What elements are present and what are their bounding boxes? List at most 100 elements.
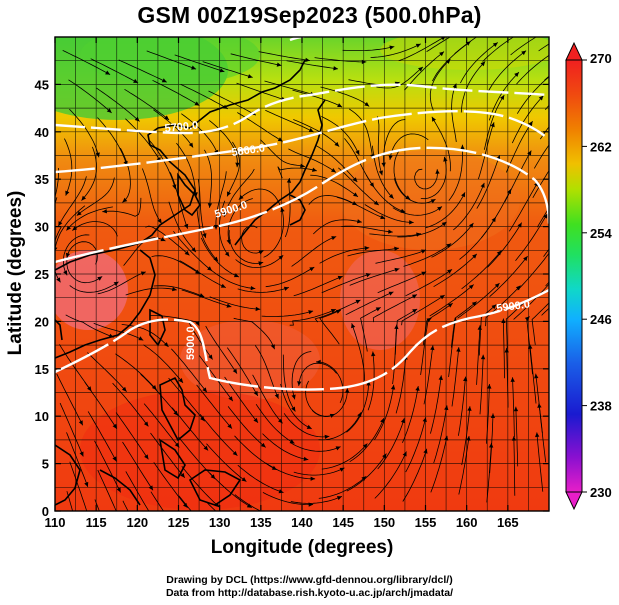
streamline — [226, 141, 240, 197]
streamline — [448, 317, 457, 378]
streamline — [314, 57, 367, 63]
streamline — [62, 50, 111, 75]
streamline — [264, 80, 316, 96]
x-tick-label: 130 — [209, 515, 231, 530]
streamline-arrow — [306, 424, 312, 429]
streamline-arrow — [466, 436, 471, 441]
streamline-arrow — [194, 101, 200, 106]
streamline — [219, 200, 230, 257]
streamline — [69, 108, 100, 158]
streamline-arrow — [258, 261, 264, 266]
colorbar-label: 238 — [590, 399, 612, 414]
streamline — [429, 284, 474, 317]
streamline-arrow — [227, 191, 231, 197]
streamline-arrow — [439, 51, 445, 57]
streamline — [289, 308, 336, 326]
streamline — [319, 247, 370, 264]
streamline — [393, 148, 411, 200]
streamline-arrow — [584, 49, 589, 53]
streamline — [346, 453, 387, 492]
streamline — [314, 299, 361, 323]
streamline — [450, 301, 477, 348]
x-tick-label: 135 — [250, 515, 272, 530]
streamline — [55, 205, 86, 252]
credit-drawing: Drawing by DCL (https://www.gfd-dennou.o… — [166, 574, 453, 586]
streamline-arrow — [228, 396, 233, 402]
streamline — [461, 406, 471, 466]
streamline-arrow — [278, 489, 284, 494]
streamline-arrow — [335, 446, 341, 451]
streamline-arrow — [171, 286, 177, 292]
streamline — [66, 256, 103, 284]
streamline-arrow — [444, 405, 449, 411]
height-contours — [55, 37, 549, 391]
contour-label-5900-east: 5900.0 — [496, 298, 531, 315]
streamline — [150, 491, 164, 511]
streamline-arrow — [286, 178, 292, 183]
streamline-arrow — [303, 456, 309, 461]
streamline-arrow — [514, 72, 519, 77]
streamline — [176, 142, 197, 198]
streamline-arrow — [232, 368, 238, 374]
streamline — [293, 275, 343, 297]
streamline — [262, 492, 314, 506]
streamline-arrow — [528, 121, 533, 127]
streamline — [538, 43, 549, 52]
streamline-arrow — [409, 220, 414, 225]
streamline-arrow — [214, 502, 220, 508]
streamline — [293, 467, 345, 476]
streamline-arrow — [456, 347, 461, 352]
streamline-arrow — [364, 101, 370, 107]
streamline — [209, 472, 253, 509]
streamline — [277, 166, 317, 179]
streamline-arrow — [504, 347, 509, 353]
streamline-arrow — [118, 518, 122, 523]
streamline — [90, 58, 139, 84]
streamline-arrow — [258, 250, 264, 255]
streamline — [122, 441, 154, 491]
streamline-arrow — [283, 286, 289, 291]
streamline-arrow — [247, 74, 253, 79]
streamline-arrow — [246, 503, 252, 508]
streamline-arrow — [220, 283, 226, 288]
streamline-arrow — [76, 211, 82, 216]
streamline-arrow — [324, 434, 330, 440]
streamline-arrow — [336, 496, 342, 501]
streamline — [423, 345, 434, 405]
streamline-arrow — [549, 72, 554, 77]
streamline — [482, 37, 515, 62]
streamline — [422, 302, 453, 346]
streamline — [200, 237, 240, 278]
streamline-arrow — [106, 108, 112, 113]
streamline — [168, 377, 205, 422]
streamline-arrow — [375, 307, 381, 312]
streamline — [506, 347, 509, 408]
streamline-arrow — [333, 66, 339, 71]
streamline-arrow — [224, 251, 230, 257]
x-tick-label: 120 — [126, 515, 148, 530]
streamline-arrow — [521, 29, 526, 33]
streamline — [489, 255, 528, 297]
streamline — [55, 167, 59, 199]
streamline-arrow — [491, 304, 497, 310]
streamline — [293, 119, 340, 147]
streamline-arrow — [207, 203, 213, 208]
streamline — [254, 345, 279, 399]
streamline-arrow — [140, 271, 146, 276]
streamline-arrow — [515, 285, 521, 291]
streamline — [215, 171, 227, 230]
streamline — [375, 249, 427, 264]
streamline-arrow — [330, 309, 336, 314]
colorbar-label: 254 — [590, 226, 612, 241]
streamline — [178, 436, 216, 480]
streamline-arrow — [422, 417, 427, 423]
streamline-arrow — [291, 394, 296, 400]
streamline-arrow — [524, 316, 530, 322]
streamline — [205, 325, 238, 374]
streamline — [292, 89, 343, 108]
streamline-arrow — [364, 245, 370, 251]
streamline-arrow — [388, 155, 393, 160]
streamline-arrow — [394, 324, 399, 330]
streamline — [310, 174, 359, 198]
streamline-arrow — [241, 477, 247, 482]
